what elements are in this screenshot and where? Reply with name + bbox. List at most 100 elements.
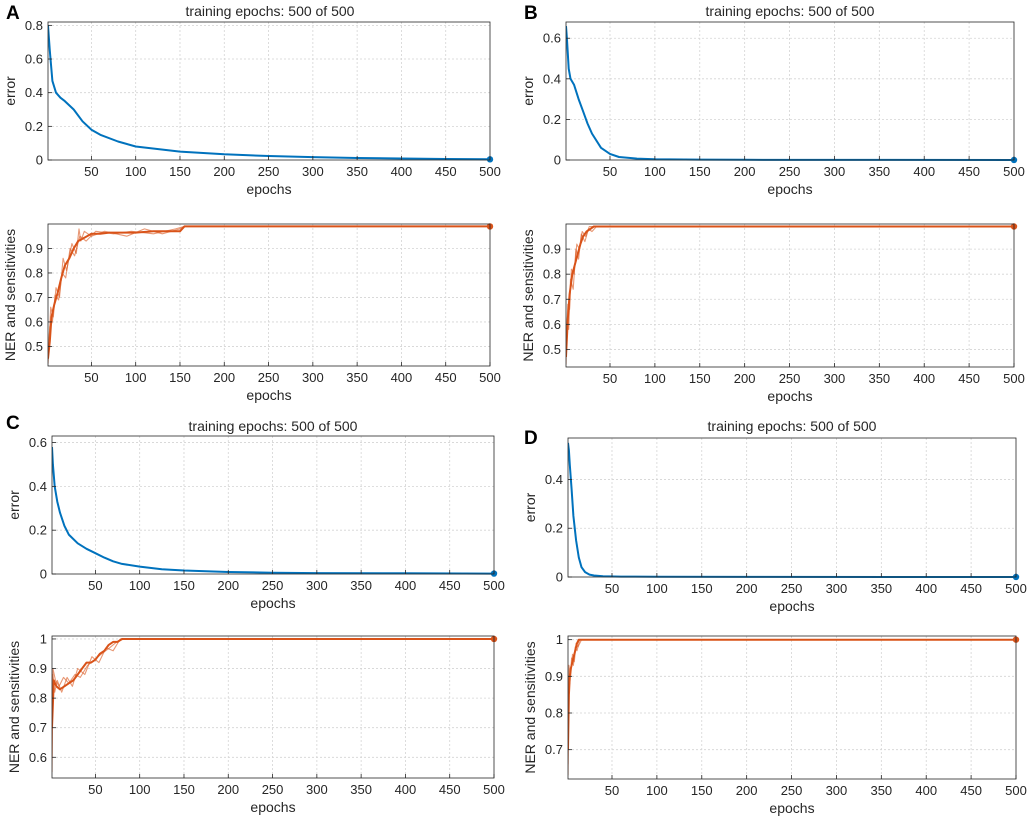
- y-tick-label: 0.4: [25, 85, 43, 100]
- plots-container: 50 100 150 200 250 300 350 400 450 50000.20.40.60…: [2, 18, 1027, 816]
- x-tick-label: 450: [435, 164, 457, 179]
- panel-a-top-series: [48, 25, 490, 161]
- x-tick-label: 400: [915, 783, 937, 798]
- y-tick-label: 0.5: [543, 342, 561, 357]
- panel-d-bottom-background: [568, 636, 1016, 779]
- x-tick-label: 150: [169, 370, 191, 385]
- panel-c-top-frame: [51, 435, 495, 575]
- y-tick-label: 0.2: [543, 112, 561, 127]
- y-tick-label: 0.6: [29, 435, 47, 450]
- x-axis-label: epochs: [250, 595, 295, 611]
- series-line-error: [48, 25, 490, 161]
- x-tick-label: 250: [258, 370, 280, 385]
- x-tick-label: 400: [915, 581, 937, 596]
- x-tick-label: 400: [395, 578, 417, 593]
- y-tick-label: 0.9: [543, 242, 561, 257]
- x-tick-label: 50: [84, 164, 98, 179]
- y-tick-label: 0.7: [29, 720, 47, 735]
- x-axis-label: epochs: [246, 181, 291, 197]
- panel-letter-a: A: [6, 3, 20, 24]
- panel-d-bottom-axes: 50 100 150 200 250 300 350 400 450 500 0.7 0.8 0.9 1 e…: [522, 632, 1027, 816]
- panel-b-bottom-frame: [565, 223, 1015, 368]
- y-tick-label: 0.2: [29, 523, 47, 538]
- x-tick-label: 300: [824, 371, 846, 386]
- x-tick-label: 200: [213, 370, 235, 385]
- x-tick-label: 300: [826, 581, 848, 596]
- y-tick-label: 1: [556, 632, 563, 647]
- x-tick-label: 400: [913, 371, 935, 386]
- x-tick-label: 500: [483, 578, 505, 593]
- y-tick-label: 0.9: [25, 241, 43, 256]
- x-tick-label: 450: [958, 371, 980, 386]
- panel-a-top-background: [48, 22, 490, 160]
- x-tick-label: 300: [302, 164, 324, 179]
- panel-a-title: training epochs: 500 of 500: [186, 3, 355, 19]
- x-tick-label: 50: [605, 581, 619, 596]
- x-tick-label: 50: [88, 578, 102, 593]
- y-tick-label: 0.2: [25, 119, 43, 134]
- y-tick-label: 0: [40, 567, 47, 582]
- y-axis-label: error: [6, 490, 22, 520]
- y-tick-label: 0.7: [25, 290, 43, 305]
- y-axis-label: error: [2, 76, 18, 106]
- x-tick-label: 100: [644, 164, 666, 179]
- x-tick-label: 350: [350, 782, 372, 797]
- x-tick-label: 250: [779, 164, 801, 179]
- y-tick-label: 0.6: [543, 317, 561, 332]
- x-tick-label: 500: [1005, 581, 1027, 596]
- x-tick-label: 100: [644, 371, 666, 386]
- x-tick-label: 150: [691, 581, 713, 596]
- panel-a-top-frame: [47, 21, 491, 161]
- x-tick-label: 100: [125, 370, 147, 385]
- panel-a-bottom-background: [48, 224, 490, 366]
- panel-b-top-axes: 50 100 150 200 250 300 350 400 450 500 0 0.2 0.4 0.6 e…: [520, 21, 1025, 197]
- x-tick-label: 350: [868, 371, 890, 386]
- panel-c-top-series: [52, 446, 494, 575]
- y-tick-label: 0.8: [25, 18, 43, 33]
- x-tick-label: 150: [173, 578, 195, 593]
- y-axis-label: error: [520, 76, 536, 106]
- y-tick-label: 0.8: [29, 691, 47, 706]
- x-tick-label: 150: [689, 371, 711, 386]
- panel-c-bottom-background: [52, 636, 494, 778]
- y-tick-label: 0.5: [25, 339, 43, 354]
- x-axis-label: epochs: [769, 598, 814, 614]
- panel-d-bottom-series: [568, 638, 1016, 776]
- x-tick-label: 100: [129, 782, 151, 797]
- x-tick-label: 50: [605, 783, 619, 798]
- y-tick-label: 0.6: [543, 31, 561, 46]
- panel-d-bottom-frame: [567, 635, 1017, 780]
- x-tick-label: 150: [689, 164, 711, 179]
- x-tick-label: 250: [779, 371, 801, 386]
- series-line-sensitivity-2: [52, 638, 494, 758]
- panel-b-bottom-background: [566, 224, 1014, 367]
- x-tick-label: 200: [217, 782, 239, 797]
- y-axis-label: NER and sensitivities: [2, 229, 18, 361]
- x-tick-label: 200: [213, 164, 235, 179]
- x-axis-label: epochs: [246, 387, 291, 403]
- x-tick-label: 100: [125, 164, 147, 179]
- x-tick-label: 500: [479, 370, 501, 385]
- panel-c-bottom-series: [52, 638, 494, 773]
- y-tick-label: 0: [554, 153, 561, 168]
- y-axis-label: NER and sensitivities: [522, 641, 538, 773]
- y-tick-label: 0.9: [29, 661, 47, 676]
- x-tick-label: 300: [824, 164, 846, 179]
- x-tick-label: 300: [826, 783, 848, 798]
- x-tick-label: 450: [960, 783, 982, 798]
- x-tick-label: 300: [306, 578, 328, 593]
- series-line-sensitivity-2: [48, 225, 490, 354]
- x-tick-label: 350: [868, 164, 890, 179]
- x-tick-label: 100: [129, 578, 151, 593]
- x-tick-label: 350: [870, 581, 892, 596]
- x-axis-label: epochs: [767, 181, 812, 197]
- panel-a-bottom-frame: [47, 223, 491, 367]
- x-tick-label: 200: [217, 578, 239, 593]
- panel-b-title: training epochs: 500 of 500: [706, 3, 875, 19]
- x-tick-label: 150: [173, 782, 195, 797]
- x-tick-label: 50: [84, 370, 98, 385]
- x-tick-label: 50: [88, 782, 102, 797]
- series-line-sensitivity-1: [566, 225, 1014, 365]
- y-tick-label: 0: [556, 570, 563, 585]
- y-tick-label: 0.9: [545, 669, 563, 684]
